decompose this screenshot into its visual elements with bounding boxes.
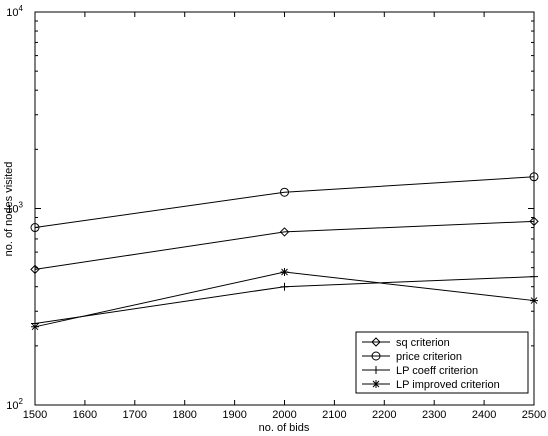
y-tick-label: 102: [6, 397, 23, 412]
series-1: [30, 172, 539, 233]
x-tick-label: 1500: [23, 409, 47, 421]
x-tick-label: 2000: [272, 409, 296, 421]
y-tick-label: 103: [6, 201, 23, 216]
x-tick-label: 2100: [322, 409, 346, 421]
diamond-marker: [529, 216, 539, 227]
legend-entry: sq criterion: [362, 337, 450, 349]
asterisk-marker: [31, 322, 39, 331]
diamond-marker: [30, 264, 40, 275]
series-line: [34, 176, 535, 229]
y-tick-labels: 102 103 104: [6, 4, 23, 412]
asterisk-marker: [372, 380, 380, 388]
series-0: [30, 216, 539, 275]
x-tick-labels: 1500 1600 1700 1800 1900 2000 2100 2200 2300 2400…: [23, 409, 546, 421]
x-tick-label: 1800: [172, 409, 196, 421]
asterisk-marker: [530, 296, 538, 305]
legend-label: sq criterion: [396, 337, 450, 349]
circle-marker: [371, 351, 381, 361]
circle-marker: [280, 187, 289, 197]
x-tick-label: 2200: [372, 409, 396, 421]
circle-marker: [30, 223, 40, 233]
y-axis-label: no. of nodes visited: [3, 162, 15, 257]
legend-entry: price criterion: [362, 351, 462, 363]
x-tick-label: 2400: [472, 409, 496, 421]
plus-marker: [530, 272, 538, 281]
x-tick-label: 2500: [522, 409, 546, 421]
series-3: [31, 268, 538, 331]
asterisk-marker: [280, 268, 289, 277]
x-tick-label: 1600: [73, 409, 97, 421]
legend-entry: LP improved criterion: [362, 379, 500, 391]
x-axis-label: no. of bids: [259, 422, 310, 434]
legend-label: LP coeff criterion: [396, 365, 478, 377]
legend-label: price criterion: [396, 351, 462, 363]
diamond-marker: [371, 337, 381, 347]
x-tick-label: 1900: [222, 409, 246, 421]
axis-ticks: [34, 11, 535, 406]
plus-marker: [372, 366, 380, 374]
legend-label: LP improved criterion: [396, 379, 500, 391]
x-tick-label: 2300: [422, 409, 446, 421]
plus-marker: [280, 282, 289, 291]
x-tick-label: 1700: [123, 409, 147, 421]
series-line: [34, 220, 535, 270]
series-layer: [30, 172, 539, 331]
y-tick-label: 104: [6, 4, 23, 19]
legend: sq criterion price criterion LP coeff crit…: [355, 331, 529, 394]
legend-entry: LP coeff criterion: [362, 365, 478, 377]
diamond-marker: [279, 227, 290, 237]
circle-marker: [529, 172, 539, 182]
